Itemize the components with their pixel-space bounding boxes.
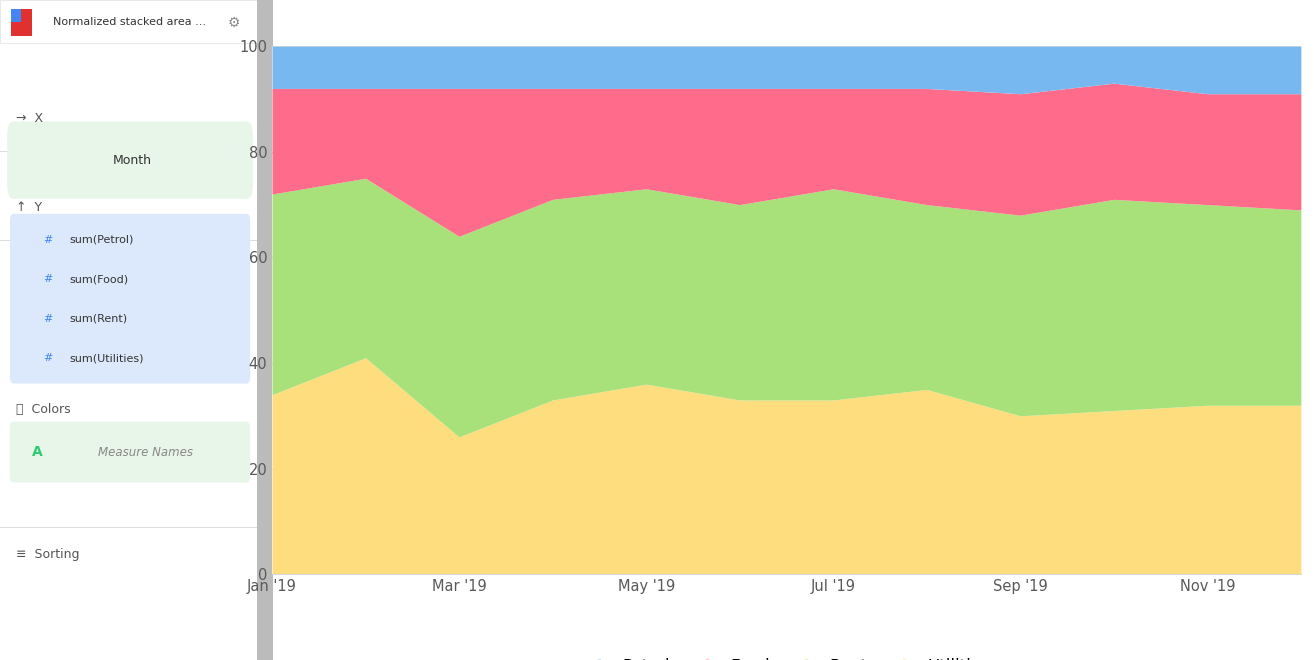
Text: Measure Names: Measure Names bbox=[99, 446, 193, 459]
FancyBboxPatch shape bbox=[0, 0, 265, 43]
Text: #: # bbox=[43, 314, 53, 324]
Bar bbox=[11, 9, 21, 22]
Text: ⚙: ⚙ bbox=[227, 15, 240, 30]
Text: sum(Rent): sum(Rent) bbox=[70, 314, 127, 324]
FancyBboxPatch shape bbox=[11, 214, 250, 264]
Bar bbox=[258, 0, 273, 660]
Text: sum(Petrol): sum(Petrol) bbox=[70, 234, 134, 245]
Text: #: # bbox=[43, 274, 53, 284]
Text: →  X: → X bbox=[16, 112, 43, 125]
Legend: Petrol, Food, Rent, Utilities: Petrol, Food, Rent, Utilities bbox=[576, 651, 997, 660]
Text: sum(Utilities): sum(Utilities) bbox=[70, 353, 143, 364]
Text: sum(Food): sum(Food) bbox=[70, 274, 129, 284]
Text: #: # bbox=[43, 234, 53, 245]
FancyBboxPatch shape bbox=[11, 294, 250, 343]
FancyBboxPatch shape bbox=[11, 254, 250, 304]
Bar bbox=[11, 9, 32, 36]
Bar bbox=[0, 240, 265, 241]
Text: ↑  Y: ↑ Y bbox=[16, 201, 42, 214]
FancyBboxPatch shape bbox=[11, 422, 250, 482]
Text: Month: Month bbox=[113, 154, 152, 167]
FancyBboxPatch shape bbox=[11, 333, 250, 383]
Bar bbox=[0, 151, 265, 152]
FancyBboxPatch shape bbox=[8, 122, 252, 198]
Text: Normalized stacked area ...: Normalized stacked area ... bbox=[53, 17, 206, 28]
Text: ⬨  Colors: ⬨ Colors bbox=[16, 403, 71, 416]
Text: A: A bbox=[32, 445, 42, 459]
Bar bbox=[0, 527, 265, 528]
Text: #: # bbox=[43, 353, 53, 364]
Text: ≡  Sorting: ≡ Sorting bbox=[16, 548, 79, 561]
